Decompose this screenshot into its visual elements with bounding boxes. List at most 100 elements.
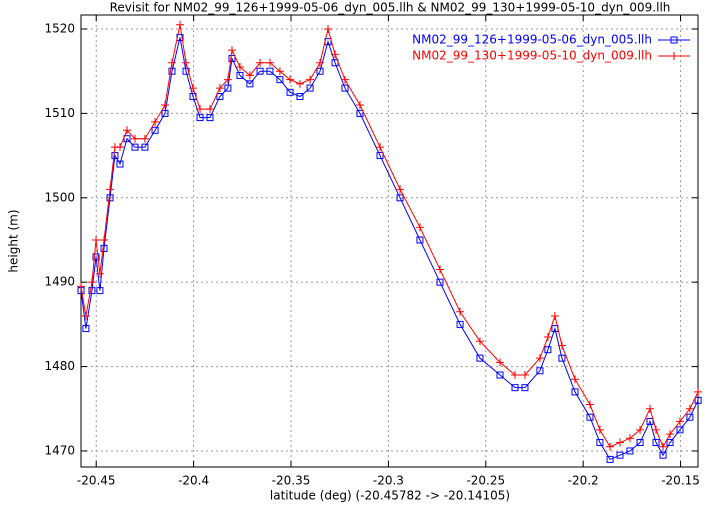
marker	[256, 58, 265, 67]
marker	[123, 126, 132, 135]
marker	[659, 442, 668, 451]
marker	[606, 455, 614, 463]
marker	[151, 117, 160, 126]
marker	[140, 134, 149, 143]
marker	[666, 430, 675, 439]
marker	[652, 425, 661, 434]
marker	[151, 126, 159, 134]
y-tick-label: 1480	[44, 359, 75, 373]
marker	[585, 400, 594, 409]
marker	[355, 100, 364, 109]
marker	[276, 76, 284, 84]
marker	[659, 451, 667, 459]
marker	[92, 235, 101, 244]
x-tick-label: -20.15	[661, 474, 700, 488]
marker	[82, 325, 90, 333]
x-tick-label: -20.25	[466, 474, 505, 488]
marker	[87, 278, 96, 287]
marker	[570, 375, 579, 384]
marker	[636, 439, 644, 447]
marker	[223, 75, 232, 84]
marker	[646, 417, 654, 425]
marker	[316, 58, 325, 67]
legend-label: NM02_99_130+1999-05-10_dyn_009.llh	[412, 49, 652, 63]
marker	[306, 75, 315, 84]
marker	[652, 439, 660, 447]
marker	[340, 75, 349, 84]
marker	[536, 367, 544, 375]
marker	[396, 194, 404, 202]
marker	[456, 307, 465, 316]
marker	[341, 84, 349, 92]
marker	[356, 109, 364, 117]
x-tick-label: -20.35	[272, 474, 311, 488]
chart-title: Revisit for NM02_99_126+1999-05-06_dyn_0…	[110, 1, 671, 15]
marker	[475, 337, 484, 346]
marker	[396, 185, 405, 194]
marker	[295, 79, 304, 88]
x-tick-label: -20.3	[373, 474, 404, 488]
marker	[275, 67, 284, 76]
marker	[296, 93, 304, 101]
marker	[415, 223, 424, 232]
marker	[595, 425, 604, 434]
marker	[131, 143, 139, 151]
marker	[206, 114, 214, 122]
marker	[161, 109, 169, 117]
marker	[376, 152, 384, 160]
marker	[606, 442, 615, 451]
marker	[215, 84, 224, 93]
marker	[694, 396, 702, 404]
marker	[96, 287, 104, 295]
marker	[521, 384, 529, 392]
marker	[256, 67, 264, 75]
marker	[543, 333, 552, 342]
marker	[266, 67, 274, 75]
marker	[236, 71, 244, 79]
marker	[100, 235, 109, 244]
y-tick-label: 1520	[44, 22, 75, 36]
marker	[205, 105, 214, 114]
marker	[456, 320, 464, 328]
marker	[685, 404, 694, 413]
marker	[496, 358, 505, 367]
y-tick-label: 1510	[44, 106, 75, 120]
marker	[645, 404, 654, 413]
marker	[130, 134, 139, 143]
marker	[286, 88, 294, 96]
x-tick-label: -20.4	[178, 474, 209, 488]
marker	[286, 75, 295, 84]
marker	[520, 371, 529, 380]
marker	[228, 55, 236, 63]
marker	[196, 105, 205, 114]
marker	[141, 143, 149, 151]
marker	[182, 58, 191, 67]
marker	[324, 25, 333, 34]
marker	[416, 236, 424, 244]
marker	[316, 67, 324, 75]
marker	[196, 114, 204, 122]
marker	[616, 451, 624, 459]
marker	[182, 67, 190, 75]
marker	[331, 50, 340, 59]
marker	[376, 143, 385, 152]
marker	[675, 417, 684, 426]
x-tick-label: -20.45	[77, 474, 116, 488]
marker	[265, 58, 274, 67]
marker	[670, 36, 678, 44]
marker	[558, 354, 566, 362]
marker	[476, 354, 484, 362]
marker	[626, 447, 634, 455]
marker	[676, 426, 684, 434]
marker	[615, 438, 624, 447]
marker	[496, 371, 504, 379]
marker	[175, 20, 184, 29]
series-line	[80, 37, 699, 461]
marker	[436, 265, 445, 274]
y-axis-label: height (m)	[7, 209, 21, 272]
marker	[116, 160, 124, 168]
marker	[511, 371, 520, 380]
marker	[625, 434, 634, 443]
marker	[544, 346, 552, 354]
